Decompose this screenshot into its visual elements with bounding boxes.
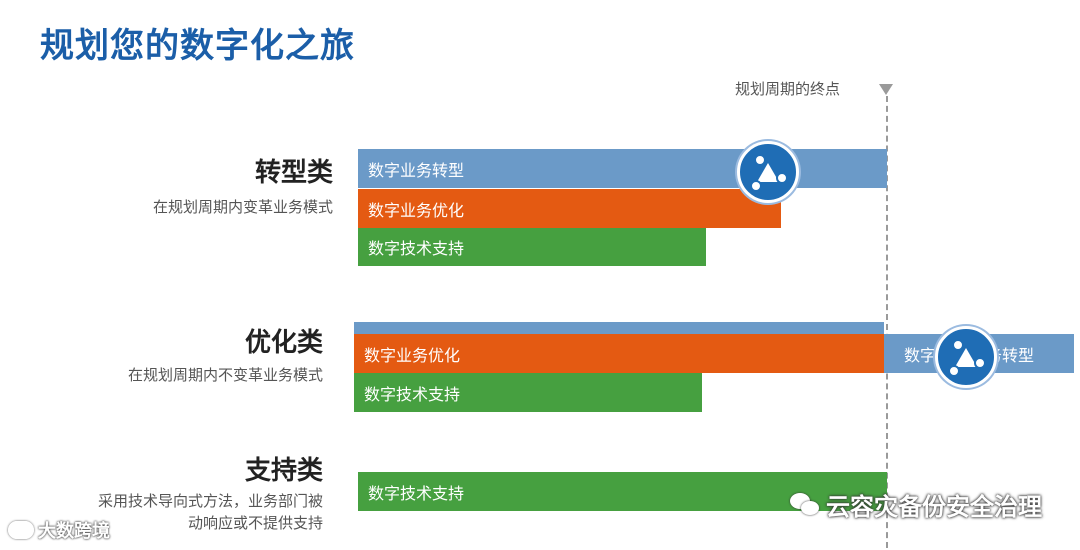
group-desc-support-line2: 动响应或不提供支持 — [187, 514, 323, 532]
group-title-optimize: 优化类 — [244, 328, 323, 358]
bar-label: 数字业务优化 — [368, 200, 465, 220]
group-title-support: 支持类 — [244, 456, 323, 486]
horizon-marker-icon — [879, 84, 893, 95]
bar-transform-digital-technology-support: 数字技术支持 — [358, 228, 706, 266]
group-desc-support-line1: 采用技术导向式方法，业务部门被 — [97, 492, 323, 510]
bar-label-left: 数字 — [904, 345, 937, 365]
bar-label: 数字技术支持 — [368, 239, 465, 258]
page-title: 规划您的数字化之旅 — [40, 26, 355, 66]
bar-transform-digital-business-optimization: 数字业务优化 — [358, 189, 781, 228]
brand-watermark: 云容灾备份安全治理 — [790, 487, 1042, 522]
horizon-dashed-line — [886, 96, 888, 548]
group-desc-transform: 在规划周期内变革业务模式 — [152, 198, 333, 216]
bar-label: 数字技术支持 — [364, 384, 461, 404]
corner-logo-icon — [8, 521, 34, 539]
transition-badge-icon — [737, 141, 799, 203]
bar-label: 数字业务转型 — [368, 160, 465, 180]
bar-label: 数字技术支持 — [368, 483, 465, 503]
bar-label: 数字业务优化 — [364, 345, 461, 365]
transition-badge-icon — [935, 326, 997, 388]
brand-watermark-text: 云容灾备份安全治理 — [826, 493, 1042, 521]
wechat-icon — [790, 492, 820, 517]
group-title-transform: 转型类 — [254, 158, 333, 188]
bar-optimize-transformation-sliver — [354, 322, 884, 334]
bar-label-right: 务转型 — [986, 345, 1035, 365]
bar-transform-digital-business-transformation: 数字业务转型 — [358, 149, 887, 188]
corner-watermark: 大数跨境 — [8, 517, 110, 543]
bar-optimize-digital-business-optimization: 数字业务优化 — [354, 334, 884, 373]
corner-watermark-text: 大数跨境 — [38, 521, 110, 542]
group-desc-optimize: 在规划周期内不变革业务模式 — [127, 366, 323, 384]
bar-optimize-digital-technology-support: 数字技术支持 — [354, 373, 702, 412]
planning-horizon-label: 规划周期的终点 — [735, 80, 841, 98]
